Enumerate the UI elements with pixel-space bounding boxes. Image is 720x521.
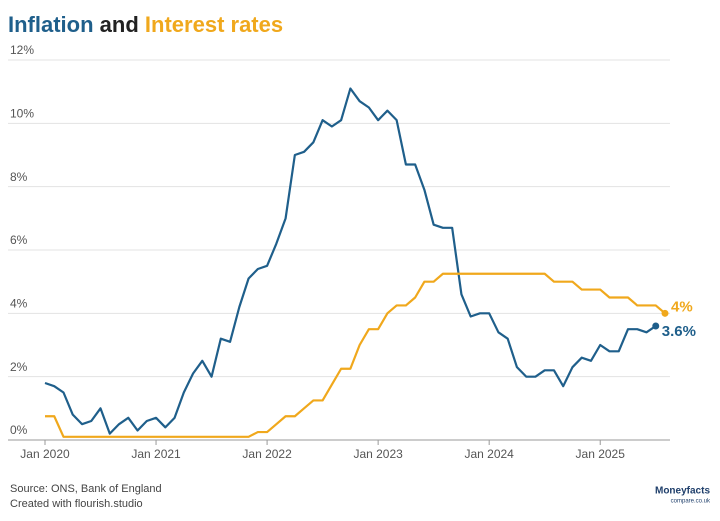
line [44, 87, 657, 435]
y-tick-label: 2% [10, 360, 28, 374]
x-tick-label: Jan 2024 [464, 447, 514, 461]
y-tick-label: 4% [10, 297, 28, 311]
title-part: and [100, 12, 139, 37]
y-tick-label: 8% [10, 170, 28, 184]
y-tick-label: 6% [10, 233, 28, 247]
value-label: 3.6% [662, 323, 696, 340]
logo-sub: compare.co.uk [671, 499, 711, 505]
x-tick-label: Jan 2022 [242, 447, 292, 461]
end-dot [661, 309, 669, 317]
y-tick-label: 12% [10, 43, 34, 57]
source: Source: ONS, Bank of England [10, 483, 162, 495]
end-dot [652, 322, 660, 330]
chart-title: Inflation and Interest rates [8, 12, 283, 37]
x-tick-label: Jan 2020 [20, 447, 70, 461]
value-label: 4% [671, 298, 693, 315]
title-part: Inflation [8, 12, 94, 37]
logo: Moneyfacts [655, 486, 710, 497]
y-tick-label: 0% [10, 423, 28, 437]
x-tick-label: Jan 2021 [131, 447, 181, 461]
y-tick-label: 10% [10, 107, 34, 121]
x-tick-label: Jan 2023 [353, 447, 403, 461]
credit: Created with flourish.studio [10, 498, 143, 510]
title-part: Interest rates [145, 12, 283, 37]
x-tick-label: Jan 2025 [576, 447, 626, 461]
line [45, 272, 666, 438]
